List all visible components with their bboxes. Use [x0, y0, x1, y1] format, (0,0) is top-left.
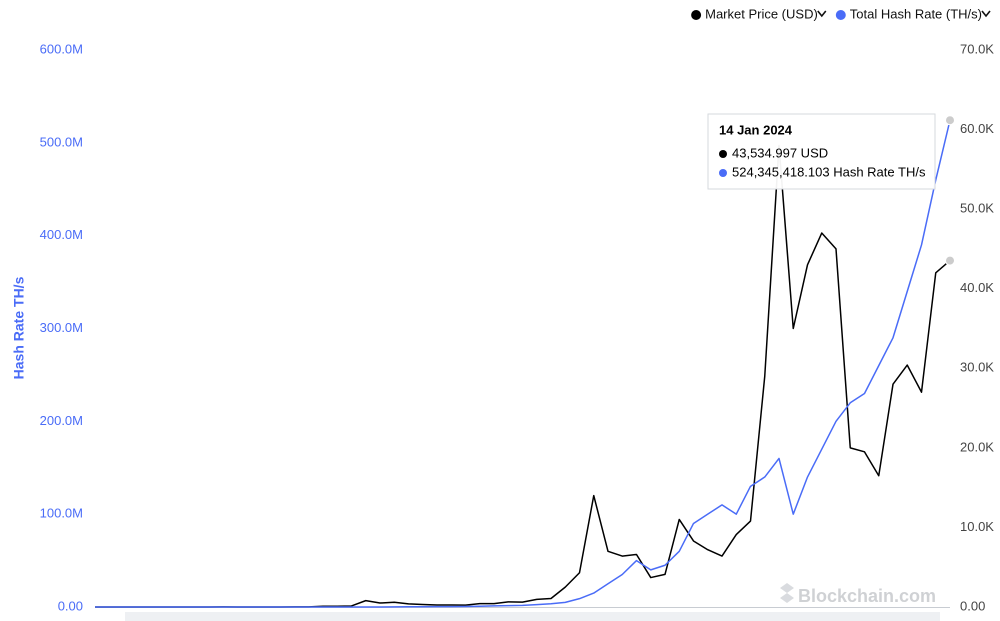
- tooltip: 14 Jan 2024 43,534.997 USD 524,345,418.1…: [707, 113, 936, 190]
- legend-dot: [835, 10, 846, 20]
- y2-tick-label: 70.0K: [960, 41, 994, 56]
- y-tick-label: 500.0M: [40, 134, 83, 149]
- scrollbar: [125, 612, 940, 621]
- y-tick-label: 100.0M: [40, 506, 83, 521]
- legend: Market Price (USD) Total Hash Rate (TH/s): [691, 6, 991, 21]
- watermark: Blockchain.com: [780, 583, 936, 606]
- tooltip-dot: [719, 169, 727, 177]
- tooltip-date: 14 Jan 2024: [719, 122, 793, 137]
- legend-item[interactable]: Total Hash Rate (TH/s): [835, 6, 991, 21]
- tooltip-box: [707, 113, 936, 190]
- y-axis-title: Hash Rate TH/s: [11, 276, 27, 379]
- y-tick-label: 400.0M: [40, 227, 83, 242]
- y-tick-label: 200.0M: [40, 413, 83, 428]
- legend-chevron: [981, 10, 991, 18]
- legend-label: Market Price (USD): [705, 6, 818, 21]
- watermark-text: Blockchain.com: [798, 586, 936, 606]
- legend-label: Total Hash Rate (TH/s): [850, 6, 982, 21]
- plot: [95, 115, 955, 608]
- y2-tick-label: 10.0K: [960, 519, 994, 534]
- y-tick-label: 0.00: [58, 598, 83, 613]
- hover-marker: [945, 115, 955, 126]
- series-line: [95, 144, 951, 608]
- y2-tick-label: 0.00: [960, 598, 985, 613]
- y2-tick-label: 30.0K: [960, 360, 994, 375]
- legend-item[interactable]: Market Price (USD): [691, 6, 827, 21]
- hover-marker: [945, 255, 955, 266]
- tooltip-dot: [719, 150, 727, 158]
- watermark-icon: [780, 583, 794, 603]
- y2-tick-label: 20.0K: [960, 439, 994, 454]
- legend-dot: [691, 10, 702, 20]
- y2-tick-label: 40.0K: [960, 280, 994, 295]
- legend-chevron: [817, 10, 827, 18]
- tooltip-line: 43,534.997 USD: [732, 145, 828, 160]
- y-tick-label: 300.0M: [40, 320, 83, 335]
- y-tick-label: 600.0M: [40, 41, 83, 56]
- tooltip-line: 524,345,418.103 Hash Rate TH/s: [732, 164, 926, 179]
- y2-tick-label: 50.0K: [960, 201, 994, 216]
- y2-tick-label: 60.0K: [960, 121, 994, 136]
- series-line: [95, 120, 951, 608]
